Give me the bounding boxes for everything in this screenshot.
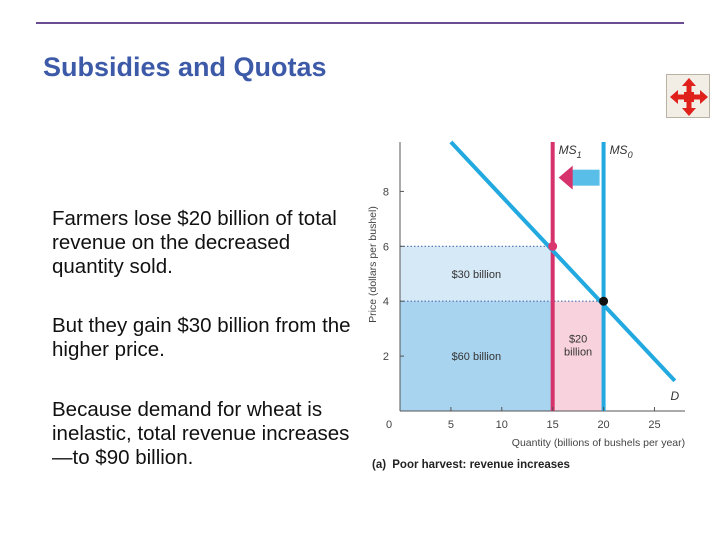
supply-label-ms1: MS1 xyxy=(559,143,582,160)
x-tick-label-5: 5 xyxy=(448,419,454,431)
move-navigation-button[interactable] xyxy=(666,74,710,118)
paragraph-inelastic-demand: Because demand for wheat is inelastic, t… xyxy=(52,398,350,469)
revenue-loss-label-line1: $20 xyxy=(569,333,587,345)
revenue-loss-label-line2: billion xyxy=(564,346,592,358)
x-axis-title: Quantity (billions of bushels per year) xyxy=(512,437,685,449)
revenue-gain-label: $30 billion xyxy=(452,269,502,281)
x-tick-label-10: 10 xyxy=(496,419,508,431)
revenue-kept-area xyxy=(400,301,553,411)
x-tick-label-25: 25 xyxy=(648,419,660,431)
y-axis-title: Price (dollars per bushel) xyxy=(367,206,379,323)
y-tick-label-4: 4 xyxy=(383,296,389,308)
equilibrium-point-1 xyxy=(599,296,609,306)
revenue-loss-area xyxy=(552,301,604,411)
y-tick-label-6: 6 xyxy=(383,241,389,253)
x-tick-label-20: 20 xyxy=(597,419,609,431)
equilibrium-point-0 xyxy=(548,241,558,251)
shift-arrow-head xyxy=(558,165,573,190)
move-arrows-icon xyxy=(670,78,708,116)
supply-label-ms0: MS0 xyxy=(610,143,633,160)
x-tick-label-15: 15 xyxy=(547,419,559,431)
chart-caption: (a) Poor harvest: revenue increases xyxy=(372,459,570,471)
revenue-gain-area xyxy=(400,246,553,302)
wheat-market-chart: 5 10 15 20 25 2 4 6 8 0 Quantity (billions of bush… xyxy=(367,140,685,471)
demand-label: D xyxy=(670,389,679,403)
revenue-kept-label: $60 billion xyxy=(452,351,502,363)
paragraph-revenue-gain: But they gain $30 billion from the highe… xyxy=(52,314,351,361)
top-rule xyxy=(36,22,684,24)
demand-curve xyxy=(449,140,677,383)
y-tick-label-2: 2 xyxy=(383,351,389,363)
slide-title: Subsidies and Quotas xyxy=(43,52,327,82)
shift-arrow-tail xyxy=(570,169,600,186)
y-tick-label-8: 8 xyxy=(383,186,389,198)
paragraph-revenue-loss: Farmers lose $20 billion of total revenu… xyxy=(52,207,337,278)
origin-label: 0 xyxy=(386,419,392,431)
